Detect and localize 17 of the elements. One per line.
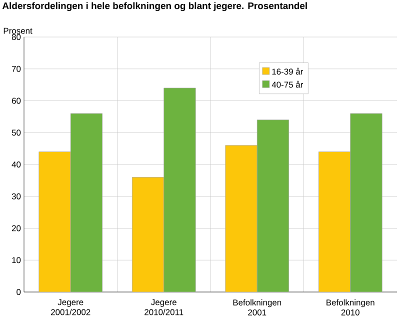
- x-tick-label: Befolkningen 2001: [233, 299, 282, 316]
- y-tick-label: 0: [16, 289, 21, 295]
- chart-title: Aldersfordelingen i hele befolkningen og blant jegere. Prosentandel: [2, 2, 307, 12]
- y-tick-label: 20: [12, 225, 21, 232]
- y-tick-label: 50: [12, 130, 21, 136]
- x-tick-label: Befolkningen 2010: [326, 299, 374, 316]
- legend-label: 40-75 år: [272, 80, 304, 88]
- x-tick-label: Jegere 2001/2002: [51, 299, 90, 316]
- y-tick-label: 80: [12, 34, 21, 40]
- y-tick-label: 30: [12, 193, 21, 200]
- legend-label: 16-39 år: [272, 68, 304, 75]
- y-axis-title: Prosent: [4, 28, 32, 34]
- y-tick-label: 40: [12, 162, 21, 168]
- y-tick-label: 70: [12, 66, 21, 72]
- y-tick-label: 10: [12, 257, 21, 264]
- x-tick-label: Jegere 2010/2011: [144, 299, 184, 316]
- y-tick-label: 60: [12, 98, 21, 104]
